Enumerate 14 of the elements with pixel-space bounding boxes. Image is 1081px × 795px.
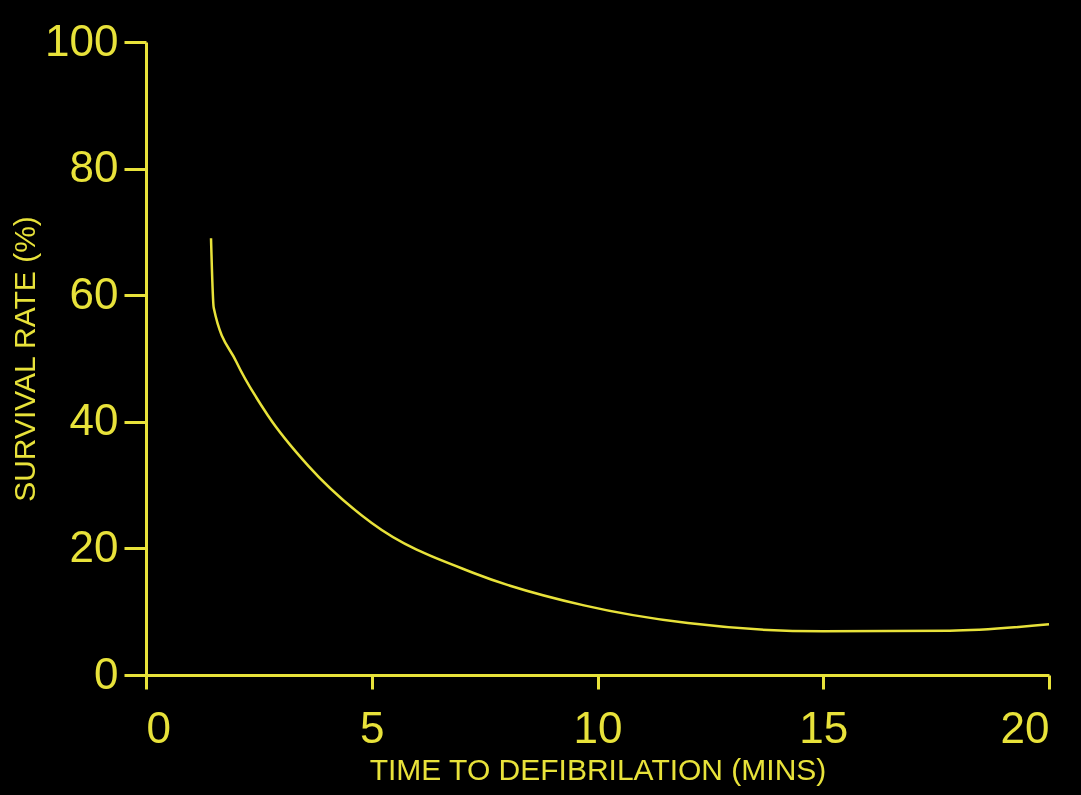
line-series — [209, 236, 1051, 633]
y-tick-label: 0 — [94, 648, 119, 698]
y-tick-label: 100 — [45, 15, 119, 65]
x-axis-title: TIME TO DEFIBRILATION (MINS) — [369, 752, 827, 786]
x-tick-label: 20 — [1000, 702, 1050, 752]
x-tick-label: 10 — [573, 702, 623, 752]
y-tick-label: 60 — [69, 268, 119, 318]
x-tick-label: 5 — [360, 702, 385, 752]
x-tick-label: 0 — [146, 702, 171, 752]
y-tick-label: 40 — [69, 395, 119, 445]
y-axis-title: SURVIVAL RATE (%) — [8, 216, 42, 502]
y-tick-label: 20 — [69, 521, 119, 571]
x-tick-label: 15 — [799, 702, 849, 752]
y-tick-label: 80 — [69, 142, 119, 192]
